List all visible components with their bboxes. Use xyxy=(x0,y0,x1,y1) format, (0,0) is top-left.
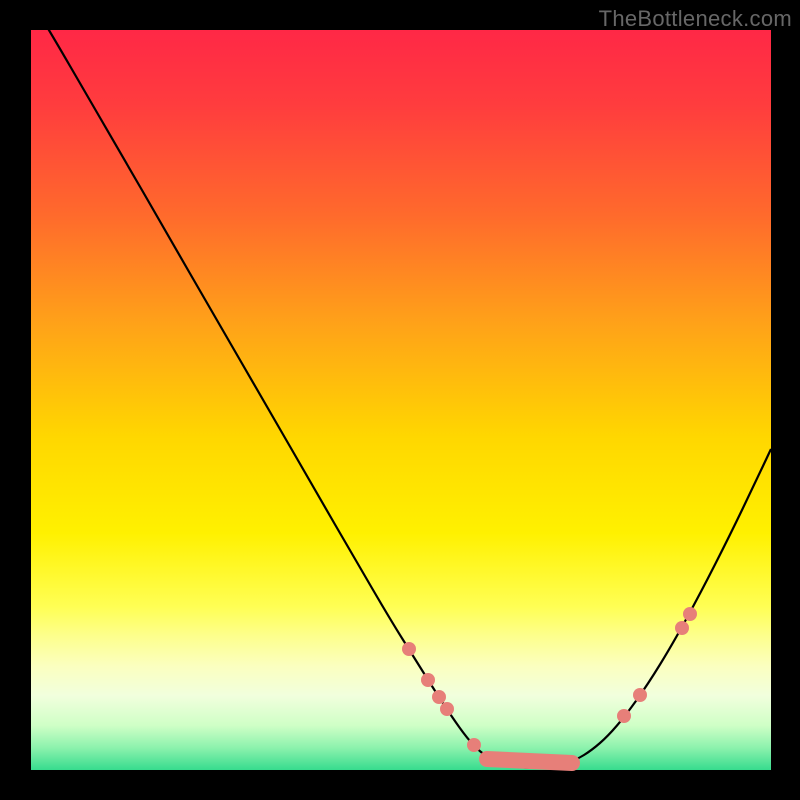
data-dot xyxy=(683,607,697,621)
chart-container: TheBottleneck.com xyxy=(0,0,800,800)
data-dot xyxy=(402,642,416,656)
dot-cluster xyxy=(487,759,572,763)
data-dot xyxy=(617,709,631,723)
bottleneck-chart xyxy=(0,0,800,800)
data-dot xyxy=(440,702,454,716)
data-dot xyxy=(633,688,647,702)
watermark-text: TheBottleneck.com xyxy=(599,6,792,32)
data-dot xyxy=(421,673,435,687)
data-dot xyxy=(467,738,481,752)
data-dot xyxy=(675,621,689,635)
data-dot xyxy=(432,690,446,704)
